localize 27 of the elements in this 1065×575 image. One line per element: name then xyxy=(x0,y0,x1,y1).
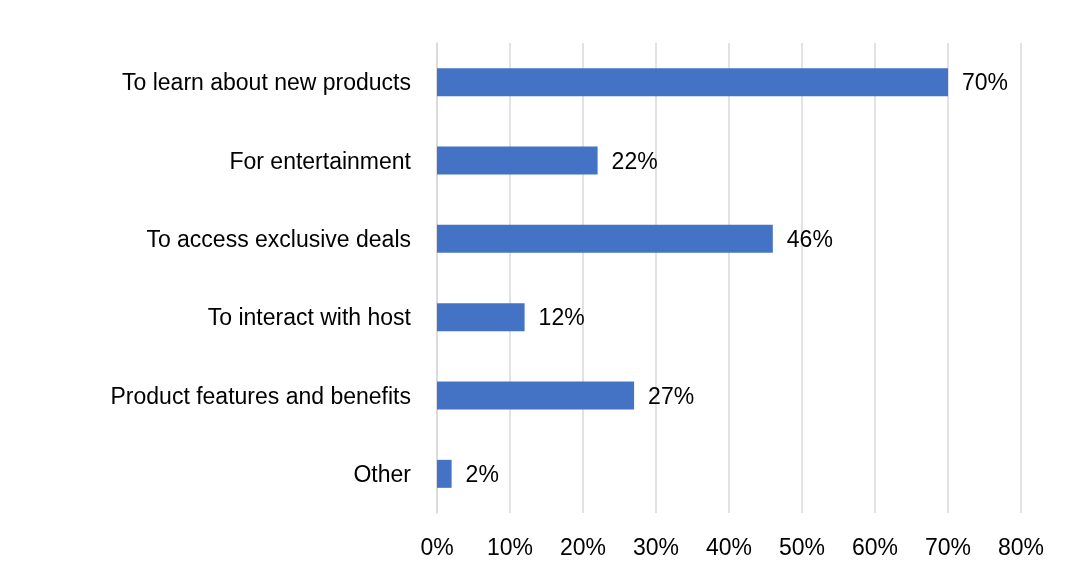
bar xyxy=(437,459,452,488)
x-tick-label: 30% xyxy=(632,533,680,560)
x-tick-label: 40% xyxy=(705,533,753,560)
x-tick-label: 0% xyxy=(420,533,454,560)
data-label: 70% xyxy=(962,69,1009,96)
y-tick-label: To access exclusive deals xyxy=(146,225,411,252)
y-tick-label: To interact with host xyxy=(207,304,412,331)
data-label: 12% xyxy=(538,304,585,331)
x-tick-label: 80% xyxy=(997,533,1045,560)
y-tick-label: For entertainment xyxy=(229,147,412,174)
x-tick-label: 60% xyxy=(851,533,899,560)
x-tick-label: 10% xyxy=(486,533,534,560)
bar xyxy=(437,303,525,332)
y-tick-label: To learn about new products xyxy=(122,69,411,96)
bar xyxy=(437,381,635,410)
x-tick-label: 70% xyxy=(924,533,972,560)
y-tick-label: Other xyxy=(353,460,412,487)
data-label: 46% xyxy=(786,225,833,252)
y-tick-label: Product features and benefits xyxy=(110,382,411,409)
bar xyxy=(437,146,598,175)
x-tick-label: 20% xyxy=(559,533,607,560)
data-label: 27% xyxy=(648,382,695,409)
data-label: 22% xyxy=(611,147,658,174)
data-label: 2% xyxy=(465,460,499,487)
bar xyxy=(437,224,773,253)
bar xyxy=(437,68,948,97)
x-tick-label: 50% xyxy=(778,533,826,560)
